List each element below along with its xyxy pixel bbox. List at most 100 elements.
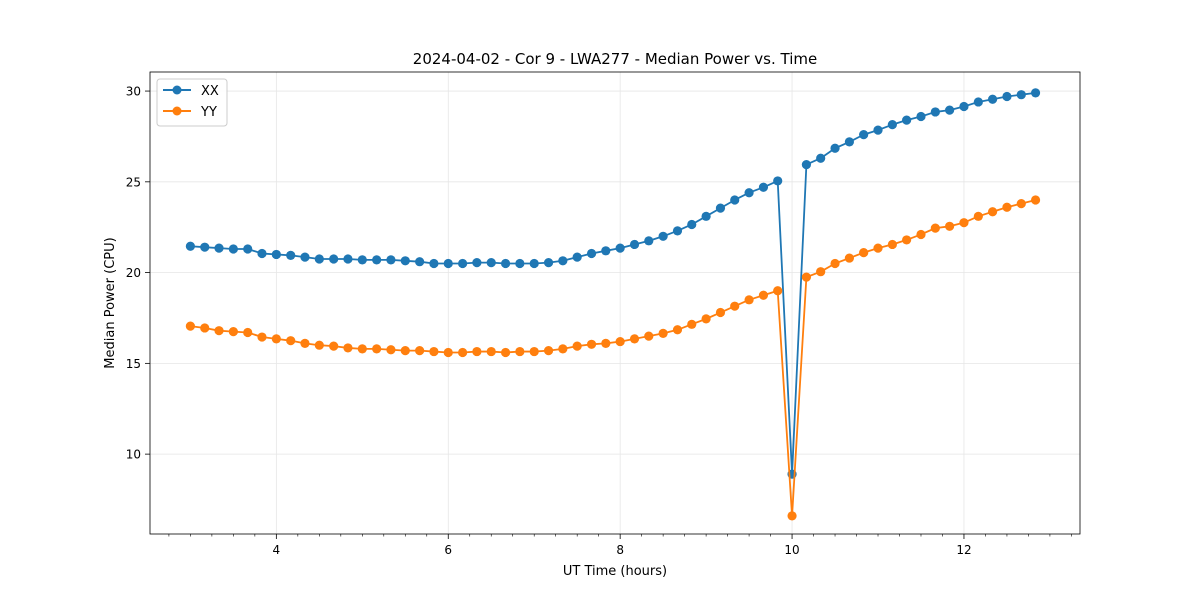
x-tick-label: 4 — [273, 543, 281, 557]
data-point-yy — [916, 229, 926, 240]
data-point-xx — [758, 182, 769, 192]
data-point-xx — [486, 258, 496, 268]
data-point-xx — [429, 258, 439, 269]
data-point-yy — [758, 290, 769, 300]
data-point-xx — [343, 254, 353, 264]
data-point-xx — [830, 143, 840, 153]
data-point-xx — [400, 256, 410, 266]
data-point-yy — [1002, 202, 1012, 212]
y-axis-label: Median Power (CPU) — [103, 237, 118, 368]
data-point-yy — [286, 336, 296, 346]
legend: XX YY — [156, 78, 228, 127]
x-tick-label: 8 — [616, 543, 624, 557]
data-point-xx — [773, 176, 783, 186]
data-point-yy — [959, 218, 969, 228]
data-point-yy — [1030, 195, 1041, 205]
data-point-xx — [586, 248, 597, 259]
data-point-xx — [945, 105, 955, 115]
data-point-yy — [658, 328, 668, 339]
data-point-yy — [844, 253, 854, 263]
data-point-xx — [873, 125, 883, 135]
data-point-yy — [830, 258, 840, 269]
data-point-xx — [286, 250, 296, 260]
data-point-yy — [543, 346, 554, 356]
data-point-xx — [572, 252, 582, 262]
data-point-xx — [715, 203, 726, 213]
data-point-xx — [228, 244, 238, 254]
data-point-xx — [701, 211, 711, 221]
data-point-xx — [1030, 88, 1041, 98]
data-point-yy — [572, 341, 582, 351]
grid — [150, 72, 1080, 534]
data-point-yy — [687, 319, 697, 329]
y-tick-label: 25 — [126, 175, 141, 189]
data-point-xx — [801, 159, 812, 170]
data-point-yy — [787, 511, 797, 521]
series-layer — [185, 88, 1041, 521]
data-point-yy — [715, 307, 726, 318]
data-point-yy — [200, 323, 210, 333]
data-point-xx — [615, 243, 625, 253]
data-point-xx — [200, 242, 210, 252]
data-point-xx — [973, 97, 983, 107]
legend-marker-yy — [172, 106, 182, 116]
data-point-xx — [687, 219, 697, 230]
ticks: 4 6 8 10 12 10 15 20 25 30 — [126, 85, 1072, 557]
data-point-yy — [257, 332, 267, 342]
data-point-xx — [916, 111, 926, 122]
data-point-xx — [744, 188, 754, 198]
legend-marker-xx — [172, 85, 182, 95]
data-point-yy — [314, 340, 324, 350]
data-point-yy — [801, 272, 812, 282]
data-point-xx — [930, 107, 940, 117]
data-point-xx — [329, 254, 339, 264]
data-point-yy — [400, 346, 410, 356]
data-point-xx — [959, 101, 969, 112]
data-point-yy — [930, 223, 940, 233]
data-point-xx — [257, 248, 267, 259]
data-point-yy — [486, 346, 496, 357]
data-point-xx — [415, 257, 425, 267]
data-point-yy — [629, 334, 640, 344]
data-point-xx — [730, 195, 740, 205]
y-tick-label: 20 — [126, 266, 141, 280]
data-point-yy — [601, 338, 611, 348]
legend-label-xx: XX — [201, 84, 219, 99]
data-point-xx — [658, 231, 668, 241]
data-point-yy — [214, 326, 224, 336]
data-point-xx — [543, 258, 554, 268]
data-point-yy — [343, 343, 353, 353]
data-point-xx — [672, 226, 683, 236]
data-point-xx — [1002, 91, 1012, 102]
data-point-xx — [644, 236, 654, 246]
data-point-yy — [472, 346, 482, 357]
data-point-yy — [458, 347, 468, 358]
data-point-yy — [902, 235, 912, 245]
data-point-yy — [615, 336, 625, 347]
legend-label-yy: YY — [200, 105, 217, 120]
data-point-yy — [271, 334, 281, 344]
data-point-yy — [529, 346, 539, 357]
data-point-yy — [672, 325, 683, 335]
data-point-yy — [945, 221, 955, 231]
data-point-yy — [515, 346, 525, 357]
x-axis-label: UT Time (hours) — [563, 564, 667, 579]
data-point-yy — [228, 326, 238, 337]
data-point-yy — [357, 344, 367, 354]
data-point-yy — [873, 243, 883, 253]
data-point-xx — [458, 258, 468, 269]
data-point-yy — [987, 207, 998, 217]
data-point-xx — [844, 137, 854, 147]
data-point-yy — [372, 344, 382, 354]
data-point-yy — [773, 286, 783, 296]
data-point-xx — [601, 246, 611, 256]
data-point-yy — [185, 321, 195, 331]
data-point-yy — [329, 341, 339, 351]
chart-title: 2024-04-02 - Cor 9 - LWA277 - Median Pow… — [413, 50, 817, 68]
data-point-yy — [586, 339, 597, 349]
data-point-yy — [644, 331, 654, 341]
data-point-xx — [214, 243, 224, 253]
data-point-yy — [300, 338, 310, 348]
data-point-xx — [859, 130, 869, 140]
data-point-yy — [1016, 199, 1026, 209]
